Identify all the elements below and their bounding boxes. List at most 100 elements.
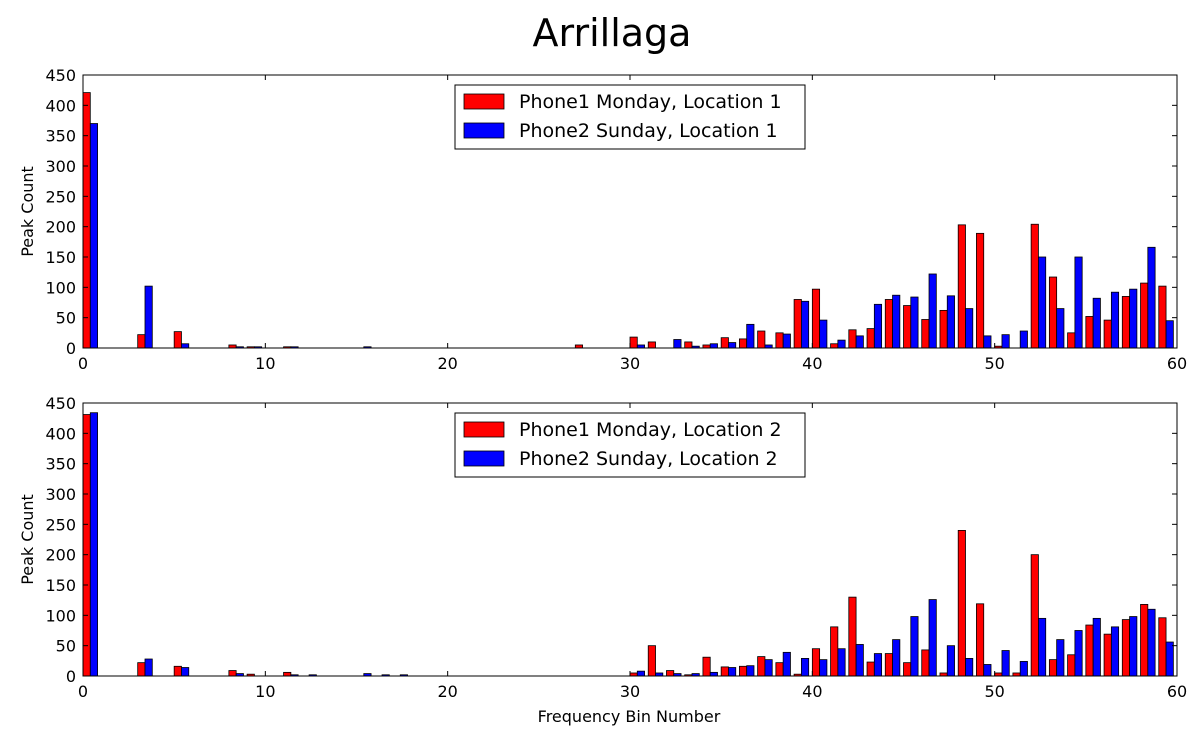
x-tick-label: 10: [255, 682, 275, 701]
bar: [1067, 654, 1076, 677]
bar: [1121, 296, 1130, 349]
bar: [1158, 617, 1167, 677]
bar: [892, 639, 901, 677]
bar: [1129, 616, 1138, 677]
y-tick-label: 250: [45, 515, 76, 534]
bar: [837, 648, 846, 677]
bar: [1158, 285, 1167, 349]
legend-label: Phone2 Sunday, Location 2: [519, 448, 778, 470]
bar: [855, 644, 864, 677]
bar: [1110, 626, 1120, 677]
bar: [173, 665, 182, 677]
bar: [965, 308, 974, 349]
bar: [137, 334, 146, 349]
y-tick-label: 150: [45, 576, 76, 595]
x-tick-label: 60: [1167, 682, 1187, 701]
y-tick-label: 100: [45, 278, 76, 297]
bar: [903, 305, 912, 349]
bar: [1019, 661, 1028, 677]
bar: [1048, 659, 1058, 677]
bar: [866, 661, 875, 677]
bar: [1103, 633, 1112, 677]
bar: [720, 666, 729, 677]
bar: [800, 300, 810, 349]
x-tick-label: 40: [802, 354, 822, 373]
y-tick-label: 0: [66, 339, 76, 358]
x-tick-label: 40: [802, 682, 822, 701]
bar: [181, 667, 190, 677]
bar: [746, 665, 755, 677]
y-axis-label: Peak Count: [18, 166, 37, 257]
y-tick-label: 50: [56, 309, 76, 328]
y-axis-label: Peak Count: [18, 494, 37, 585]
bar: [1019, 330, 1028, 349]
x-tick-label: 50: [984, 682, 1004, 701]
y-tick-label: 350: [45, 455, 76, 474]
bar: [793, 299, 802, 349]
legend-swatch: [463, 93, 505, 110]
x-tick-label: 30: [620, 682, 640, 701]
y-tick-label: 250: [45, 187, 76, 206]
bar: [830, 343, 839, 349]
bar: [976, 603, 985, 677]
bar: [709, 671, 718, 677]
bar: [283, 671, 292, 677]
x-tick-label: 10: [255, 354, 275, 373]
bar: [1092, 617, 1101, 677]
bar: [702, 656, 711, 677]
bar: [928, 599, 937, 677]
y-tick-label: 100: [45, 606, 76, 625]
bar: [1085, 316, 1094, 349]
bar: [1085, 624, 1094, 677]
bar: [775, 332, 784, 349]
bar: [228, 670, 237, 677]
bar: [939, 309, 948, 349]
x-tick-label: 50: [984, 354, 1004, 373]
bar: [848, 329, 857, 349]
chart-title: Arrillaga: [533, 11, 692, 55]
bar: [965, 658, 974, 677]
y-tick-label: 400: [45, 424, 76, 443]
bar: [647, 341, 656, 349]
bar: [757, 330, 766, 349]
bar: [1140, 282, 1149, 349]
bar: [1121, 619, 1130, 677]
bar: [1147, 608, 1156, 677]
bar: [811, 648, 821, 677]
bar: [673, 339, 682, 349]
bar: [928, 273, 937, 349]
bar: [1030, 554, 1039, 677]
bar: [647, 645, 656, 677]
bar: [746, 323, 755, 349]
bar: [720, 337, 729, 349]
bar: [957, 530, 966, 677]
x-tick-label: 60: [1167, 354, 1187, 373]
bar: [884, 299, 893, 349]
legend-frame: [454, 84, 806, 150]
bar: [866, 328, 875, 349]
bar: [946, 645, 955, 677]
bar: [983, 335, 992, 349]
bar: [1067, 332, 1076, 349]
bar: [782, 333, 791, 349]
legend-swatch: [463, 122, 505, 139]
bar: [921, 319, 930, 349]
x-tick-label: 0: [78, 354, 88, 373]
bar: [82, 414, 91, 677]
y-tick-label: 400: [45, 96, 76, 115]
x-tick-label: 30: [620, 354, 640, 373]
bar: [1074, 630, 1083, 677]
bar: [1147, 246, 1156, 349]
bar: [884, 653, 893, 677]
bar: [764, 659, 773, 677]
bar: [775, 662, 784, 677]
bar: [1048, 276, 1058, 349]
bar: [892, 294, 901, 349]
bar: [1038, 256, 1047, 349]
bar: [728, 342, 737, 349]
y-tick-label: 200: [45, 546, 76, 565]
bar: [89, 412, 98, 677]
y-tick-label: 300: [45, 485, 76, 504]
y-tick-label: 50: [56, 637, 76, 656]
bar: [137, 662, 146, 677]
